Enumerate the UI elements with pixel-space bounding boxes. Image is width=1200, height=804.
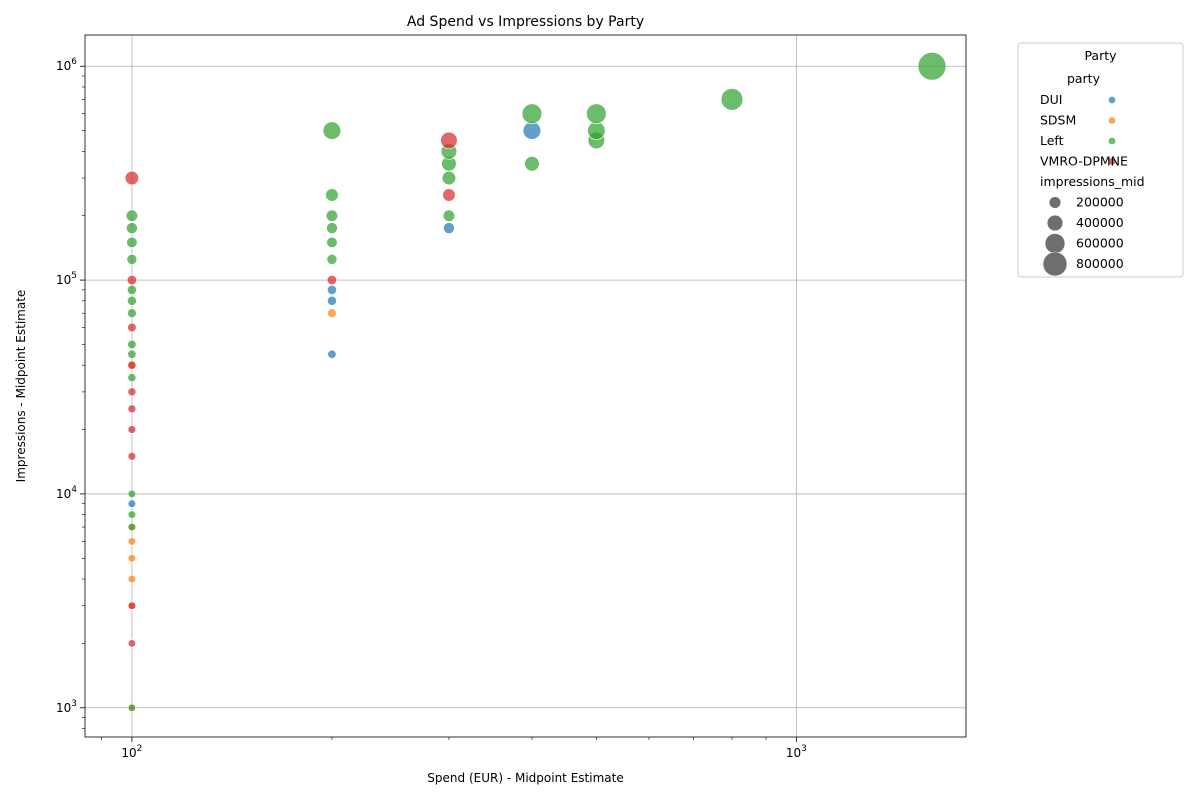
legend-size-label: 200000 (1076, 195, 1124, 210)
legend-size-label: 800000 (1076, 256, 1124, 271)
scatter-point (325, 209, 339, 222)
y-tick-label: 105 (56, 271, 77, 287)
scatter-point (127, 387, 137, 397)
scatter-point (124, 170, 140, 186)
scatter-point (127, 349, 137, 359)
x-tick-label: 103 (786, 744, 807, 760)
scatter-point (326, 236, 338, 249)
scatter-point (127, 703, 137, 712)
legend-series-label: SDSM (1040, 113, 1076, 128)
scatter-point (327, 308, 337, 319)
y-axis-label: Impressions - Midpoint Estimate (14, 290, 28, 483)
legend-marker (1108, 157, 1116, 166)
scatter-point (326, 284, 337, 295)
legend-series-label: DUI (1040, 92, 1062, 107)
scatter-point (917, 51, 947, 81)
legend-size-marker (1048, 196, 1062, 209)
x-tick-label: 102 (121, 744, 142, 760)
legend-size-marker (1046, 214, 1064, 232)
y-tick-label: 106 (56, 57, 77, 73)
scatter-point (442, 188, 456, 202)
scatter-point (127, 339, 137, 350)
legend: Party party DUI SDSM Left VMRO-DPMNE impressio… (1017, 42, 1184, 278)
scatter-point (126, 284, 137, 295)
scatter-point (325, 188, 339, 202)
legend-series-label: Left (1040, 133, 1064, 148)
plot-frame (84, 34, 967, 738)
legend-size-label: 400000 (1076, 215, 1124, 230)
scatter-point (127, 510, 137, 519)
legend-hue-title: party (1067, 71, 1101, 86)
scatter-point (586, 103, 607, 124)
scatter-point (127, 322, 137, 333)
scatter-point (326, 222, 338, 235)
legend-series-label: VMRO-DPMNE (1040, 154, 1128, 169)
scatter-point (524, 156, 540, 172)
scatter-point (127, 499, 137, 508)
scatter-point (326, 295, 337, 306)
scatter-point (441, 170, 457, 186)
scatter-point (127, 574, 137, 584)
scatter-point (521, 103, 543, 124)
legend-size-label: 600000 (1076, 236, 1124, 251)
scatter-point (127, 489, 137, 499)
legend-size-marker (1044, 233, 1066, 254)
scatter-point (127, 360, 137, 370)
legend-marker (1108, 137, 1116, 145)
scatter-point (720, 88, 744, 111)
scatter-point (326, 274, 338, 286)
legend-size-title: impressions_mid (1040, 174, 1145, 189)
scatter-point (127, 522, 137, 532)
scatter-point (442, 209, 456, 222)
scatter-point (522, 121, 542, 140)
scatter-point (127, 373, 137, 383)
legend-title: Party (1084, 48, 1117, 63)
y-tick-label: 104 (56, 485, 77, 501)
scatter-point (127, 639, 137, 648)
scatter-point (127, 308, 137, 319)
x-axis-label: Spend (EUR) - Midpoint Estimate (427, 771, 623, 785)
scatter-point (126, 274, 138, 286)
scatter-point (587, 121, 606, 140)
scatter-point (125, 222, 138, 235)
scatter-point (127, 451, 137, 461)
scatter-point (127, 537, 137, 546)
legend-marker (1108, 116, 1116, 125)
scatter-point (443, 222, 455, 235)
scatter-point (327, 349, 337, 359)
scatter-point (126, 253, 138, 265)
y-tick-label: 103 (56, 699, 77, 715)
scatter-point (127, 425, 137, 434)
scatter-point (125, 209, 139, 222)
scatter-point (126, 236, 138, 249)
scatter-point (126, 295, 137, 306)
scatter-point (127, 554, 137, 563)
scatter-point (127, 404, 137, 414)
scatter-point (326, 253, 338, 265)
scatter-point (127, 601, 137, 610)
scatter-point (322, 121, 342, 140)
scatter-point (440, 131, 458, 150)
legend-marker (1108, 96, 1116, 104)
legend-size-marker (1042, 251, 1068, 277)
chart-title: Ad Spend vs Impressions by Party (407, 14, 644, 30)
